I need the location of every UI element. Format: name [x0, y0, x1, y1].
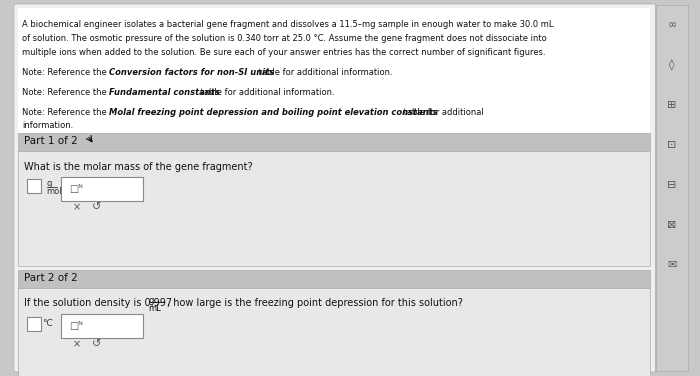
Text: , how large is the freezing point depression for this solution?: , how large is the freezing point depres… [167, 298, 463, 308]
Text: information.: information. [22, 121, 73, 130]
Text: ◊: ◊ [669, 59, 675, 71]
Text: table for additional: table for additional [402, 108, 484, 117]
Text: ↺: ↺ [92, 202, 101, 212]
Text: Part 1 of 2: Part 1 of 2 [24, 136, 78, 146]
Text: multiple ions when added to the solution. Be sure each of your answer entries ha: multiple ions when added to the solution… [22, 48, 545, 57]
Text: ×: × [72, 202, 80, 212]
Text: ∞: ∞ [668, 20, 677, 30]
Text: g: g [148, 296, 154, 305]
FancyBboxPatch shape [657, 5, 688, 371]
Text: Conversion factors for non-SI units: Conversion factors for non-SI units [109, 68, 274, 77]
Text: □ᴺ: □ᴺ [69, 184, 83, 194]
Text: °C: °C [41, 320, 52, 329]
FancyBboxPatch shape [18, 288, 650, 376]
Text: Note: Reference the: Note: Reference the [22, 68, 109, 77]
FancyBboxPatch shape [62, 177, 143, 201]
Text: table for additional information.: table for additional information. [198, 88, 335, 97]
Text: ⊟: ⊟ [668, 180, 677, 190]
FancyBboxPatch shape [18, 270, 650, 288]
Text: ↺: ↺ [92, 339, 101, 349]
FancyBboxPatch shape [27, 317, 41, 331]
Text: ⊡: ⊡ [668, 140, 677, 150]
Text: g: g [47, 179, 52, 188]
FancyBboxPatch shape [18, 8, 650, 163]
Text: table for additional information.: table for additional information. [256, 68, 393, 77]
Text: ⊞: ⊞ [668, 100, 677, 110]
Text: Molal freezing point depression and boiling point elevation constants: Molal freezing point depression and boil… [109, 108, 437, 117]
Text: What is the molar mass of the gene fragment?: What is the molar mass of the gene fragm… [24, 162, 253, 172]
Text: Note: Reference the: Note: Reference the [22, 88, 109, 97]
Text: Part 2 of 2: Part 2 of 2 [24, 273, 78, 283]
Text: Note: Reference the: Note: Reference the [22, 108, 109, 117]
FancyBboxPatch shape [27, 179, 41, 193]
FancyBboxPatch shape [18, 133, 650, 151]
Text: □ᴺ: □ᴺ [69, 321, 83, 331]
FancyBboxPatch shape [14, 4, 655, 372]
FancyBboxPatch shape [62, 314, 143, 338]
Text: mL: mL [148, 304, 162, 313]
Text: A biochemical engineer isolates a bacterial gene fragment and dissolves a 11.5–m: A biochemical engineer isolates a bacter… [22, 20, 553, 29]
Text: ✉: ✉ [668, 260, 677, 270]
Text: mol: mol [47, 186, 62, 196]
Text: Fundamental constants: Fundamental constants [109, 88, 220, 97]
Text: If the solution density is 0.997: If the solution density is 0.997 [24, 298, 175, 308]
Text: ×: × [72, 339, 80, 349]
Text: ⊠: ⊠ [668, 220, 677, 230]
FancyBboxPatch shape [18, 151, 650, 266]
Text: of solution. The osmotic pressure of the solution is 0.340 torr at 25.0 °C. Assu: of solution. The osmotic pressure of the… [22, 34, 547, 43]
